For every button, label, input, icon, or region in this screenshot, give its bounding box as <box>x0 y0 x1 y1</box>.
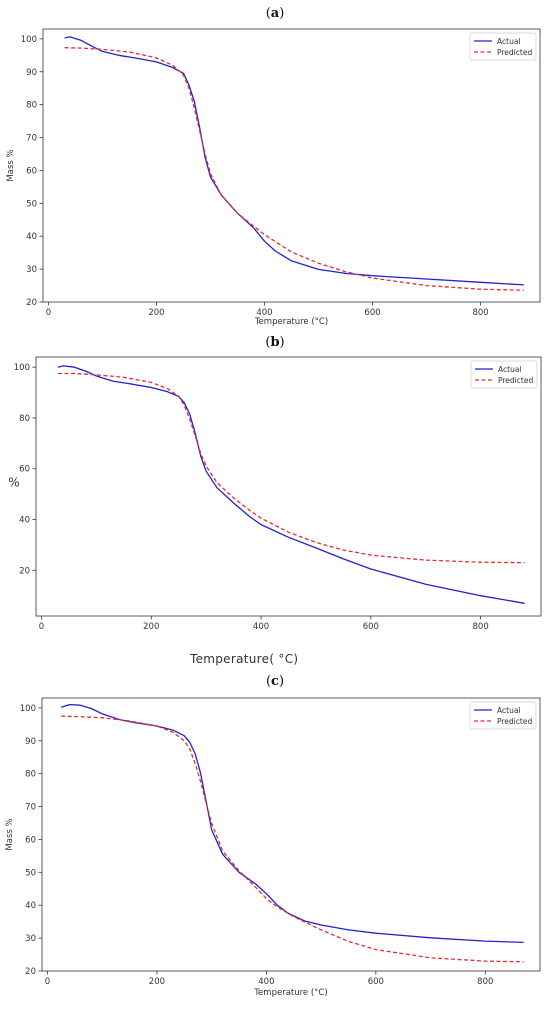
y-tick-label: 60 <box>19 465 30 475</box>
y-tick-label: 30 <box>26 265 37 275</box>
legend-label: Actual <box>497 706 521 715</box>
x-tick-label: 800 <box>472 308 488 318</box>
y-tick-label: 100 <box>20 704 36 714</box>
y-tick-label: 30 <box>25 934 36 944</box>
chart-c: 0 200 400 600 800 20 30 40 50 60 70 80 90 100 Temperat… <box>5 697 541 998</box>
plot-frame <box>42 28 541 303</box>
series-line-predicted <box>61 715 524 963</box>
y-tick-label: 60 <box>25 835 36 845</box>
legend: Actual Predicted <box>470 360 538 389</box>
y-axis-label: Mass % <box>5 818 15 850</box>
y-tick-label: 40 <box>26 232 37 242</box>
y-axis-label: % <box>8 476 19 490</box>
y-tick-label: 80 <box>19 414 30 424</box>
plot-frame <box>41 697 541 972</box>
y-tick-label: 60 <box>26 166 37 176</box>
panel-label-b: (b) <box>265 335 285 350</box>
y-tick-label: 100 <box>14 363 30 373</box>
y-tick-label: 90 <box>26 68 37 78</box>
y-tick-label: 80 <box>26 101 37 111</box>
x-tick-label: 400 <box>258 977 274 987</box>
y-tick-label: 40 <box>25 901 36 911</box>
legend: Actual Predicted <box>469 32 537 61</box>
x-tick-label: 600 <box>368 977 384 987</box>
series-line-actual <box>57 365 525 604</box>
x-tick-label: 0 <box>45 977 50 987</box>
series-line-predicted <box>58 372 525 564</box>
y-tick-label: 70 <box>26 134 37 144</box>
series-line-actual <box>64 36 524 286</box>
x-tick-label: 0 <box>46 308 51 318</box>
y-tick-label: 20 <box>19 566 30 576</box>
chart-b: 0 200 400 600 800 20 40 60 80 100% Actual Predicted <box>8 356 542 632</box>
legend-label: Predicted <box>497 717 532 726</box>
panel-label-a: (a) <box>265 6 285 21</box>
x-tick-label: 800 <box>477 977 493 987</box>
legend: Actual Predicted <box>469 701 537 730</box>
series-line-actual <box>61 703 524 944</box>
chart-a: 0 200 400 600 800 20 30 40 50 60 70 80 90 100 Temperat… <box>6 28 541 327</box>
y-tick-label: 50 <box>26 199 37 209</box>
x-tick-label: 400 <box>253 622 269 632</box>
x-tick-label: 600 <box>363 622 379 632</box>
x-tick-label: 0 <box>39 622 44 632</box>
legend-label: Actual <box>498 365 522 374</box>
x-axis-label: Temperature( °C) <box>190 652 299 666</box>
x-tick-label: 400 <box>256 308 272 318</box>
y-tick-label: 80 <box>25 770 36 780</box>
y-axis-label: Mass % <box>6 149 16 181</box>
y-tick-label: 90 <box>25 737 36 747</box>
x-axis-label: Temperature (°C) <box>254 317 328 327</box>
x-tick-label: 800 <box>473 622 489 632</box>
series-line-predicted <box>64 47 524 291</box>
legend-label: Predicted <box>497 48 532 57</box>
y-tick-label: 50 <box>25 868 36 878</box>
legend-label: Actual <box>497 37 521 46</box>
x-tick-label: 600 <box>364 308 380 318</box>
x-tick-label: 200 <box>143 622 159 632</box>
y-tick-label: 70 <box>25 803 36 813</box>
y-tick-label: 20 <box>26 298 37 308</box>
y-tick-label: 40 <box>19 516 30 526</box>
legend-label: Predicted <box>498 376 533 385</box>
x-tick-label: 200 <box>149 977 165 987</box>
y-tick-label: 100 <box>21 35 37 45</box>
x-axis-label: Temperature (°C) <box>253 988 327 998</box>
x-tick-label: 200 <box>148 308 164 318</box>
y-tick-label: 20 <box>25 967 36 977</box>
plot-frame <box>35 356 542 617</box>
panel-label-c: (c) <box>265 674 285 689</box>
